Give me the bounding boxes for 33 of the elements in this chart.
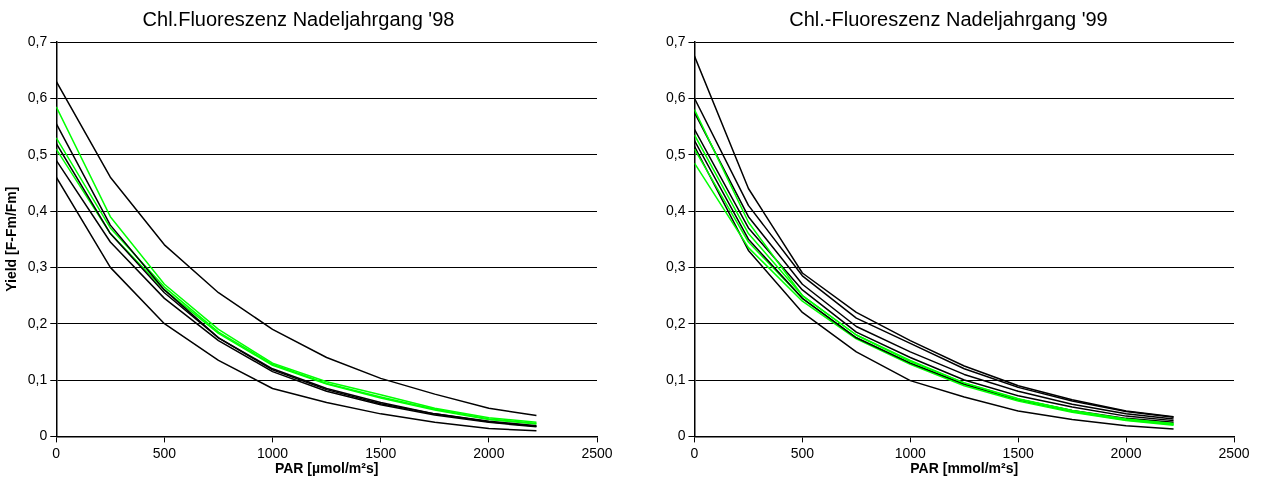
x-tick-label: 500 — [790, 444, 815, 461]
x-tick-label: 500 — [152, 444, 177, 461]
x-tick-label: 1500 — [1002, 444, 1034, 461]
y-tick-label: 0,1 — [665, 370, 686, 387]
chart-title: Chl.-Fluoreszenz Nadeljahrgang '99 — [789, 7, 1108, 30]
y-tick-label: 0,4 — [27, 201, 48, 218]
x-tick-label: 2000 — [1110, 444, 1142, 461]
chart-title: Chl.Fluoreszenz Nadeljahrgang '98 — [142, 7, 455, 30]
y-tick-label: 0 — [677, 427, 686, 444]
x-tick-label: 0 — [52, 444, 61, 461]
y-tick-label: 0,2 — [27, 314, 48, 331]
y-tick-label: 0,6 — [665, 89, 686, 106]
y-tick-label: 0,7 — [665, 32, 686, 49]
x-tick-label: 2500 — [1218, 444, 1250, 461]
y-tick-label: 0,7 — [27, 32, 48, 49]
y-tick-label: 0 — [39, 427, 48, 444]
y-tick-label: 0,5 — [665, 145, 686, 162]
x-tick-label: 1000 — [256, 444, 289, 461]
x-tick-label: 1000 — [894, 444, 927, 461]
y-tick-label: 0,4 — [665, 201, 686, 218]
y-tick-label: 0,3 — [27, 258, 48, 275]
y-tick-label: 0,3 — [665, 258, 686, 275]
y-tick-label: 0,6 — [27, 89, 48, 106]
x-axis-title: PAR [mmol/m²s] — [910, 460, 1019, 477]
y-tick-label: 0,1 — [27, 370, 48, 387]
y-tick-label: 0,5 — [27, 145, 48, 162]
y-axis-title: Yield [F-Fm/Fm] — [3, 186, 20, 292]
x-tick-label: 2500 — [581, 444, 613, 461]
x-tick-label: 0 — [690, 444, 699, 461]
x-tick-label: 2000 — [473, 444, 505, 461]
x-axis-title: PAR [µmol/m²s] — [274, 460, 379, 477]
x-tick-label: 1500 — [365, 444, 397, 461]
y-tick-label: 0,2 — [665, 314, 686, 331]
